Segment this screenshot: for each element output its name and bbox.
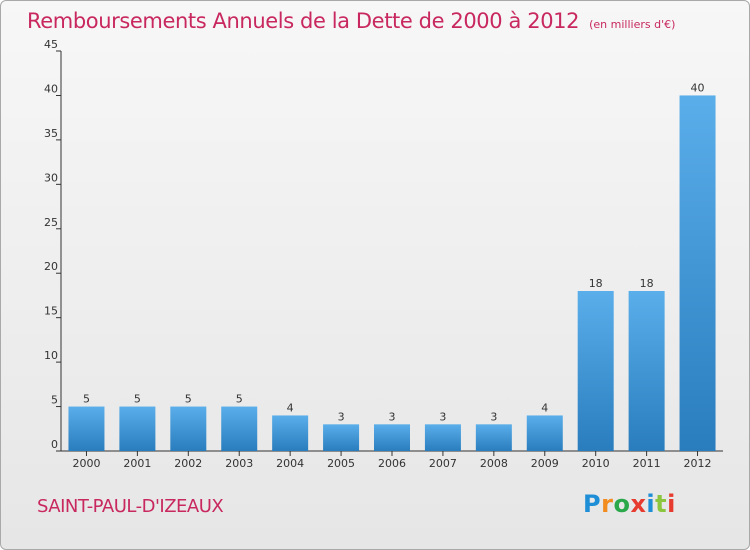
x-tick-label: 2002: [174, 457, 202, 470]
bar-2000: [68, 406, 105, 451]
x-tick-label: 2009: [531, 457, 559, 470]
bar-2010: [577, 291, 614, 451]
bar-2006: [374, 424, 410, 451]
y-tick-label: 20: [44, 260, 58, 273]
x-tick-label: 2004: [276, 457, 304, 470]
y-axis: 0 5 10 15 20 25 30 35 40 45: [44, 38, 62, 452]
bar-value-label: 5: [185, 393, 192, 406]
logo-letter: t: [655, 490, 668, 518]
x-tick-label: 2011: [633, 457, 661, 470]
y-tick-label: 5: [51, 394, 58, 407]
x-axis: 2000 2001 2002 2003 2004 2005 2006 2007 2008 2009…: [61, 450, 723, 470]
x-tick-label: 2007: [429, 457, 457, 470]
bar-value-label: 4: [287, 401, 294, 414]
y-tick-label: 35: [44, 127, 58, 140]
logo-letter: i: [646, 490, 656, 518]
bar-value-label: 4: [541, 401, 548, 414]
bar-2003: [221, 406, 258, 451]
bar-value-label: 40: [691, 81, 705, 94]
unit-note: (en milliers d'€): [589, 18, 676, 31]
logo-letter: o: [613, 490, 631, 518]
y-tick-label: 0: [51, 438, 58, 451]
chart-title-text: Remboursements Annuels de la Dette de 20…: [27, 9, 580, 33]
y-tick-label: 30: [44, 171, 58, 184]
x-tick-label: 2000: [72, 457, 100, 470]
bar-2009: [526, 415, 563, 451]
x-tick-label: 2010: [582, 457, 610, 470]
x-tick-label: 2012: [684, 457, 712, 470]
x-tick-label: 2006: [378, 457, 406, 470]
bar-2011: [628, 291, 665, 451]
bar-value-label: 5: [236, 393, 243, 406]
chart-title: Remboursements Annuels de la Dette de 20…: [27, 9, 675, 33]
logo-letter: r: [601, 490, 614, 518]
y-tick-label: 45: [44, 38, 58, 51]
bar-2001: [119, 406, 156, 451]
bar-value-label: 3: [439, 410, 446, 423]
y-tick-label: 40: [44, 82, 58, 95]
bar-value-label: 3: [490, 410, 497, 423]
y-tick-label: 25: [44, 216, 58, 229]
y-tick-label: 15: [44, 305, 58, 318]
x-tick-label: 2003: [225, 457, 253, 470]
bar-2012: [679, 95, 716, 451]
bar-value-label: 5: [83, 393, 90, 406]
bar-value-label: 5: [134, 393, 141, 406]
bar-value-label: 3: [389, 410, 396, 423]
bar-2005: [323, 424, 360, 451]
x-tick-label: 2008: [480, 457, 508, 470]
bar-2007: [424, 424, 461, 451]
bars: [68, 95, 716, 451]
town-name: SAINT-PAUL-D'IZEAUX: [37, 496, 224, 517]
proxiti-logo: Proxiti: [583, 490, 676, 518]
value-labels: 5 5 5 5 4 3 3 3 3 4 18 18 40: [83, 81, 705, 423]
bar-2004: [272, 415, 309, 451]
y-tick-label: 10: [44, 349, 58, 362]
bar-2002: [170, 406, 207, 451]
logo-letter: P: [583, 490, 602, 518]
bar-value-label: 18: [640, 277, 654, 290]
logo-letter: i: [667, 490, 676, 518]
bar-value-label: 3: [338, 410, 345, 423]
bar-value-label: 18: [589, 277, 603, 290]
bar-2008: [475, 424, 512, 451]
x-tick-label: 2001: [123, 457, 151, 470]
x-tick-label: 2005: [327, 457, 355, 470]
logo-letter: x: [630, 490, 647, 518]
